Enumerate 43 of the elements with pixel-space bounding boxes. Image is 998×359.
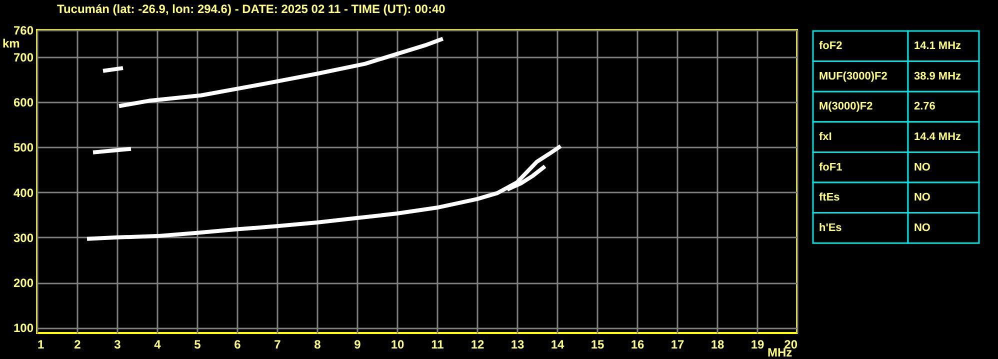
category-label: h'Es xyxy=(819,222,842,234)
category-label: MUF(3000)F2 xyxy=(819,70,888,82)
category-label: foF2 xyxy=(819,40,842,52)
x-tick-label: 2 xyxy=(74,338,82,352)
text: 14.1 MHz xyxy=(914,40,962,52)
x-tick-label: 7 xyxy=(274,338,282,352)
text: NO xyxy=(914,161,930,174)
chart-title: Tucumán (lat: -26.9, lon: 294.6) - DATE: 2025 02 11 - TIME (UT): 00:40 xyxy=(57,2,446,16)
y-tick-label: 400 xyxy=(13,186,34,200)
y-tick-label: 700 xyxy=(13,50,34,65)
x-tick-label: 9 xyxy=(354,338,362,352)
x-tick-label: 19 xyxy=(750,338,764,352)
y-tick-label: 600 xyxy=(13,96,34,110)
x-tick-label: 13 xyxy=(510,338,524,352)
x-tick-label: 14 xyxy=(550,338,564,352)
x-tick-label: 6 xyxy=(234,338,242,352)
x-tick-label: 18 xyxy=(710,338,724,352)
y-tick-label: 760 xyxy=(13,24,34,38)
y-tick-label: 300 xyxy=(13,230,34,245)
category-label: foF1 xyxy=(819,161,842,174)
category-label: ftEs xyxy=(819,192,840,204)
category-label: M(3000)F2 xyxy=(819,100,873,113)
text: NO xyxy=(914,192,930,204)
y-tick-label: 100 xyxy=(13,321,34,336)
category-label: fxI xyxy=(819,131,832,144)
text: 14.4 MHz xyxy=(914,131,962,144)
x-tick-label: 17 xyxy=(670,338,684,352)
y-axis-title: km xyxy=(2,36,20,50)
x-tick-label: 16 xyxy=(630,338,644,352)
x-tick-label: 1 xyxy=(38,338,44,352)
y-tick-label: 200 xyxy=(13,276,34,290)
x-tick-label: 5 xyxy=(194,338,202,352)
x-tick-label: 15 xyxy=(590,338,604,352)
x-tick-label: 11 xyxy=(431,338,444,352)
x-tick-label: 10 xyxy=(390,338,404,352)
x-tick-label: 12 xyxy=(470,338,484,352)
x-tick-label: 3 xyxy=(114,338,122,352)
x-tick-label: 4 xyxy=(154,338,162,352)
text: 2.76 xyxy=(914,100,936,113)
text: 38.9 MHz xyxy=(914,70,962,82)
y-tick-label: 500 xyxy=(13,140,34,155)
text: NO xyxy=(914,222,930,234)
x-tick-label: 8 xyxy=(314,338,322,352)
